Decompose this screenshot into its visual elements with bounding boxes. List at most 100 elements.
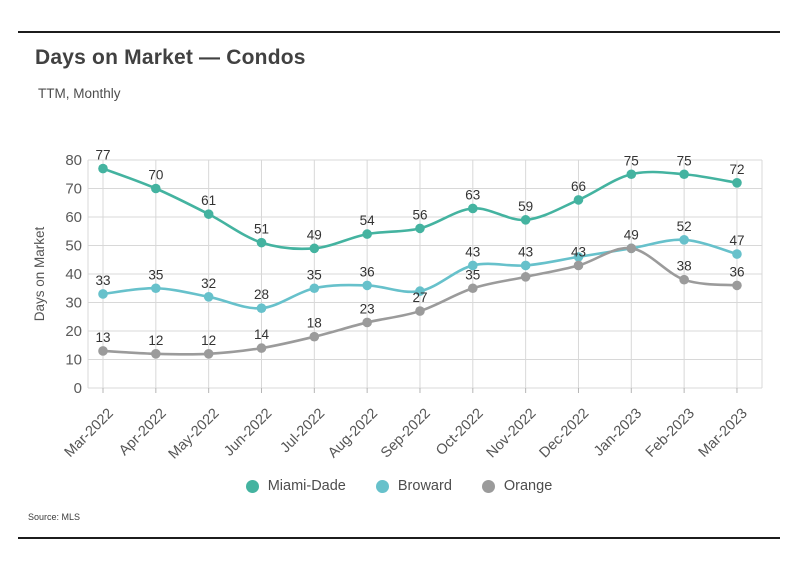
data-label-miami-dade: 75 bbox=[677, 153, 692, 168]
y-tick-label: 80 bbox=[65, 152, 82, 169]
data-point-broward bbox=[362, 280, 372, 291]
data-point-orange bbox=[415, 306, 425, 316]
x-tick-label: Jul-2022 bbox=[278, 406, 329, 457]
bottom-rule bbox=[18, 537, 780, 539]
x-tick-label: Aug-2022 bbox=[325, 406, 381, 462]
data-point-broward bbox=[415, 286, 425, 296]
data-label-miami-dade: 56 bbox=[412, 207, 427, 222]
legend-label-miami-dade: Miami-Dade bbox=[267, 478, 346, 494]
chart-subtitle: TTM, Monthly bbox=[38, 86, 121, 101]
data-label-miami-dade: 72 bbox=[729, 162, 744, 177]
data-label-broward: 28 bbox=[254, 287, 269, 302]
data-point-miami-dade bbox=[626, 169, 637, 180]
data-label-miami-dade: 54 bbox=[360, 213, 376, 228]
data-point-miami-dade bbox=[309, 243, 320, 254]
chart-title: Days on Market — Condos bbox=[35, 46, 306, 69]
data-point-miami-dade bbox=[573, 195, 584, 205]
data-point-broward bbox=[256, 303, 267, 313]
data-point-broward bbox=[732, 249, 742, 259]
legend-item-miami-dade: Miami-Dade bbox=[245, 478, 346, 494]
data-point-miami-dade bbox=[98, 163, 108, 174]
data-label-broward: 47 bbox=[729, 233, 744, 248]
data-label-broward: 33 bbox=[95, 273, 110, 288]
data-label-miami-dade: 51 bbox=[254, 222, 269, 237]
data-point-orange bbox=[309, 331, 320, 342]
top-rule bbox=[18, 31, 780, 33]
data-point-orange bbox=[362, 317, 372, 328]
data-label-miami-dade: 66 bbox=[571, 179, 586, 194]
data-point-broward bbox=[468, 260, 478, 271]
data-label-orange: 43 bbox=[571, 244, 586, 259]
data-label-broward: 35 bbox=[307, 267, 322, 282]
chart-legend: Miami-Dade Broward Orange bbox=[0, 478, 798, 494]
data-point-orange bbox=[626, 243, 637, 254]
data-point-miami-dade bbox=[151, 183, 161, 194]
data-label-miami-dade: 63 bbox=[465, 187, 480, 202]
data-label-miami-dade: 49 bbox=[307, 227, 322, 242]
data-point-orange bbox=[203, 349, 214, 359]
data-label-miami-dade: 70 bbox=[148, 168, 163, 183]
y-tick-label: 50 bbox=[65, 238, 82, 255]
legend-dot-orange bbox=[481, 479, 495, 493]
legend-item-broward: Broward bbox=[375, 478, 452, 494]
data-label-orange: 49 bbox=[624, 227, 639, 242]
x-tick-label: Dec-2022 bbox=[537, 406, 593, 462]
data-point-miami-dade bbox=[362, 229, 372, 239]
data-label-orange: 12 bbox=[201, 333, 216, 348]
data-label-broward: 43 bbox=[518, 244, 533, 259]
data-point-miami-dade bbox=[520, 215, 531, 225]
data-label-orange: 18 bbox=[307, 316, 322, 331]
data-point-miami-dade bbox=[203, 209, 214, 219]
data-point-broward bbox=[573, 252, 584, 262]
y-axis-title: Days on Market bbox=[32, 226, 47, 321]
data-label-orange: 35 bbox=[465, 267, 480, 282]
data-label-broward: 35 bbox=[148, 267, 163, 282]
data-point-orange bbox=[98, 346, 108, 356]
data-label-broward: 52 bbox=[677, 219, 692, 234]
x-tick-label: Nov-2022 bbox=[484, 406, 540, 462]
y-tick-label: 70 bbox=[65, 181, 82, 198]
data-point-miami-dade bbox=[679, 169, 689, 180]
data-label-orange: 23 bbox=[360, 301, 375, 316]
data-point-orange bbox=[151, 349, 161, 359]
legend-label-broward: Broward bbox=[397, 478, 452, 494]
data-point-broward bbox=[520, 260, 531, 271]
data-label-broward: 32 bbox=[201, 276, 216, 291]
data-point-orange bbox=[679, 274, 689, 285]
legend-item-orange: Orange bbox=[481, 478, 553, 494]
y-tick-label: 0 bbox=[74, 380, 82, 397]
x-tick-label: Oct-2022 bbox=[433, 406, 486, 459]
data-label-orange: 36 bbox=[729, 264, 744, 279]
x-tick-label: Jun-2022 bbox=[221, 406, 275, 460]
legend-dot-broward bbox=[375, 479, 389, 493]
x-tick-label: Apr-2022 bbox=[116, 406, 169, 459]
y-tick-label: 40 bbox=[65, 266, 82, 283]
legend-dot-miami-dade bbox=[245, 479, 259, 493]
y-tick-label: 10 bbox=[65, 352, 82, 369]
x-tick-label: Jan-2023 bbox=[591, 406, 645, 460]
data-label-miami-dade: 61 bbox=[201, 193, 216, 208]
data-point-orange bbox=[573, 260, 584, 271]
y-tick-label: 60 bbox=[65, 209, 82, 226]
data-point-miami-dade bbox=[732, 178, 742, 188]
x-tick-label: Mar-2022 bbox=[62, 406, 117, 461]
data-point-broward bbox=[309, 283, 320, 294]
data-point-orange bbox=[468, 283, 478, 294]
x-tick-label: Mar-2023 bbox=[696, 406, 751, 461]
data-label-miami-dade: 77 bbox=[95, 148, 110, 163]
data-point-broward bbox=[98, 289, 108, 299]
data-point-broward bbox=[679, 235, 689, 245]
data-label-miami-dade: 59 bbox=[518, 199, 533, 214]
legend-label-orange: Orange bbox=[503, 478, 553, 494]
data-point-orange bbox=[520, 272, 531, 282]
y-tick-label: 20 bbox=[65, 323, 82, 340]
data-point-miami-dade bbox=[415, 223, 425, 234]
y-tick-label: 30 bbox=[65, 295, 82, 312]
data-label-miami-dade: 75 bbox=[624, 153, 639, 168]
x-tick-label: Sep-2022 bbox=[378, 406, 434, 462]
data-label-orange: 12 bbox=[148, 333, 163, 348]
x-tick-label: May-2022 bbox=[166, 406, 223, 463]
data-point-broward bbox=[203, 292, 214, 302]
data-point-orange bbox=[732, 280, 742, 291]
